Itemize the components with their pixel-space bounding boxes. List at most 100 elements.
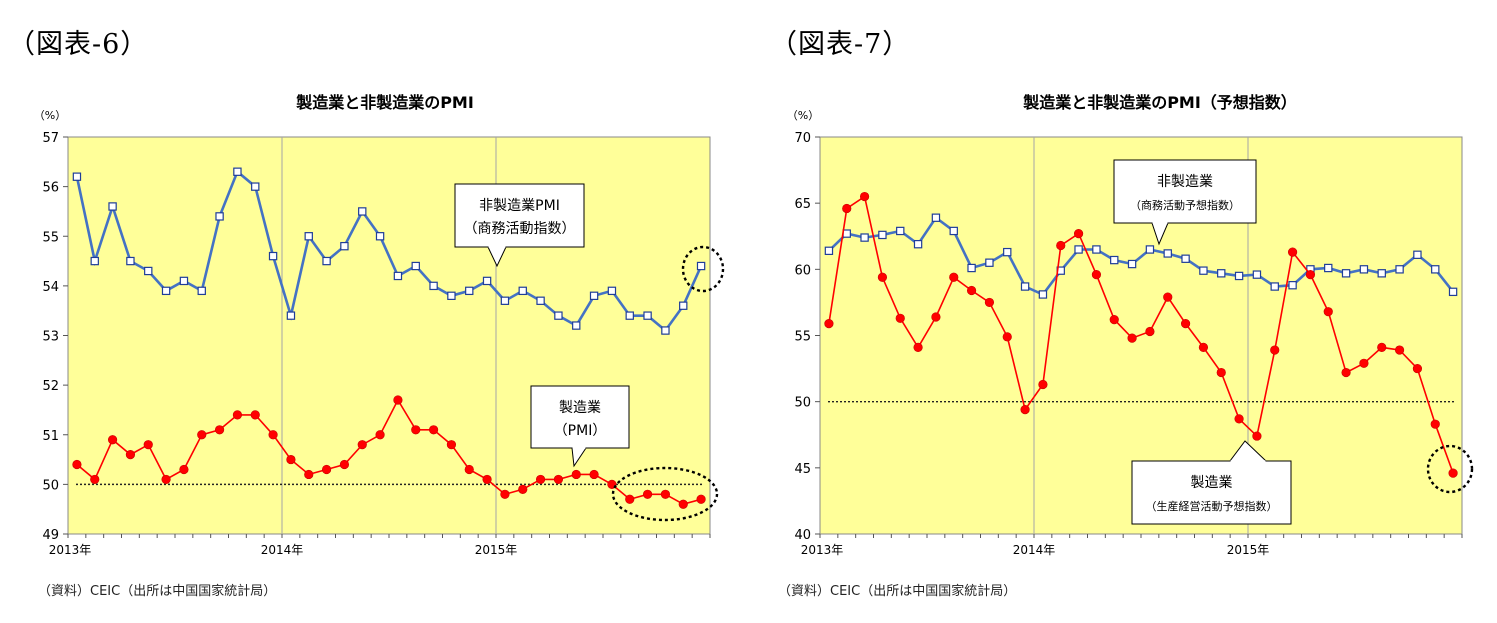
figure-7-label: （図表-7） xyxy=(770,29,911,60)
highlight-ellipse xyxy=(681,245,725,293)
data-point-manufacturing xyxy=(72,459,82,470)
callout-line: 非製造業 xyxy=(1157,174,1213,190)
data-point-nonmanufacturing xyxy=(1092,245,1101,254)
data-point-manufacturing xyxy=(1109,315,1119,325)
data-point-manufacturing xyxy=(375,430,385,440)
x-tick-label: 2013年 xyxy=(49,543,92,557)
data-point-manufacturing xyxy=(660,489,671,499)
data-point-manufacturing xyxy=(1180,318,1191,329)
data-point-manufacturing xyxy=(179,464,189,475)
data-point-nonmanufacturing xyxy=(1341,269,1351,278)
data-point-nonmanufacturing xyxy=(589,291,599,301)
data-point-manufacturing xyxy=(1412,363,1423,374)
series-callout: 非製造業PMI （商務活動指数） xyxy=(454,183,585,268)
figure-6-panel: （図表-6） 製造業と非製造業のPMI （%） 2013年 2014年 2015年 49 5… xyxy=(0,0,748,623)
data-point-nonmanufacturing xyxy=(1038,290,1048,299)
data-point-manufacturing xyxy=(339,459,350,470)
data-point-manufacturing xyxy=(859,191,870,202)
data-point-nonmanufacturing xyxy=(1003,247,1012,257)
y-tick-label: 65 xyxy=(794,197,811,212)
data-point-nonmanufacturing xyxy=(179,276,189,286)
y-tick-label: 54 xyxy=(42,280,59,295)
y-tick-label: 49 xyxy=(42,528,59,543)
data-point-manufacturing xyxy=(1091,270,1102,280)
data-point-manufacturing xyxy=(553,474,564,485)
data-point-manufacturing xyxy=(357,440,367,450)
data-point-manufacturing xyxy=(931,312,941,322)
data-point-manufacturing xyxy=(1073,229,1084,239)
data-point-nonmanufacturing xyxy=(1020,282,1030,291)
figure-6-label: （図表-6） xyxy=(8,29,149,60)
data-point-nonmanufacturing xyxy=(500,296,510,305)
data-point-nonmanufacturing xyxy=(411,261,420,271)
data-point-nonmanufacturing xyxy=(1199,266,1208,275)
data-point-manufacturing xyxy=(482,474,492,485)
data-point-nonmanufacturing xyxy=(197,286,206,296)
y-tick-label: 40 xyxy=(794,528,811,543)
data-point-nonmanufacturing xyxy=(860,233,869,242)
data-point-nonmanufacturing xyxy=(1324,263,1333,273)
data-point-manufacturing xyxy=(232,410,243,420)
data-point-nonmanufacturing xyxy=(358,207,367,216)
x-tick-label: 2014年 xyxy=(261,543,304,557)
callout-box xyxy=(530,385,630,449)
data-point-nonmanufacturing xyxy=(1163,249,1172,258)
data-point-nonmanufacturing xyxy=(554,311,563,320)
data-point-manufacturing xyxy=(625,494,635,504)
data-point-manufacturing xyxy=(268,430,278,440)
data-point-nonmanufacturing xyxy=(322,256,331,266)
data-point-nonmanufacturing xyxy=(1270,282,1279,291)
data-point-nonmanufacturing xyxy=(625,311,634,320)
data-point-nonmanufacturing xyxy=(375,232,385,241)
data-point-nonmanufacturing xyxy=(967,263,976,273)
y-tick-label: 55 xyxy=(42,230,59,245)
data-point-nonmanufacturing xyxy=(482,276,492,286)
data-point-manufacturing xyxy=(1359,358,1369,368)
data-point-nonmanufacturing xyxy=(1413,250,1422,259)
data-point-nonmanufacturing xyxy=(429,281,438,291)
data-point-nonmanufacturing xyxy=(233,167,242,176)
data-point-manufacturing xyxy=(1234,414,1244,424)
data-point-nonmanufacturing xyxy=(465,286,474,296)
data-point-manufacturing xyxy=(913,342,923,353)
data-point-nonmanufacturing xyxy=(286,311,296,320)
y-tick-label: 50 xyxy=(42,478,59,493)
y-axis-unit: （%） xyxy=(34,109,66,122)
data-point-manufacturing xyxy=(1145,326,1155,337)
data-point-manufacturing xyxy=(642,489,653,499)
data-point-nonmanufacturing xyxy=(1395,265,1404,274)
data-point-nonmanufacturing xyxy=(607,286,617,296)
data-point-manufacturing xyxy=(197,430,207,440)
data-point-nonmanufacturing xyxy=(1181,254,1190,263)
chart-title: 製造業と非製造業のPMI xyxy=(295,93,474,112)
data-point-nonmanufacturing xyxy=(696,261,706,271)
chart-manufacturing-vs-nonmanufacturing-pmi: 製造業と非製造業のPMI （%） 2013年 2014年 2015年 49 50 51 52 53… xyxy=(34,93,725,557)
figure-7-panel: （図表-7） 製造業と非製造業のPMI（予想指数） （%） 2013年 2014年 20… xyxy=(748,0,1496,623)
data-point-nonmanufacturing xyxy=(90,256,99,266)
y-tick-label: 50 xyxy=(794,396,811,411)
highlight-ellipse xyxy=(1426,444,1474,494)
data-point-nonmanufacturing xyxy=(1127,259,1137,269)
data-point-nonmanufacturing xyxy=(251,182,260,191)
chart-pmi-expectation-index: 製造業と非製造業のPMI（予想指数） （%） 2013年 2014年 2015年 40 45… xyxy=(787,93,1474,557)
y-axis-unit: （%） xyxy=(787,109,819,122)
data-point-manufacturing xyxy=(304,469,314,480)
data-point-nonmanufacturing xyxy=(661,326,670,335)
data-point-nonmanufacturing xyxy=(931,213,941,222)
data-point-nonmanufacturing xyxy=(161,286,171,296)
data-point-nonmanufacturing xyxy=(1217,269,1226,278)
data-point-nonmanufacturing xyxy=(878,230,887,240)
data-point-manufacturing xyxy=(1127,333,1137,343)
data-point-nonmanufacturing xyxy=(679,301,688,310)
x-tick-label: 2015年 xyxy=(475,543,518,557)
data-point-manufacturing xyxy=(1430,419,1440,429)
callout-line: （PMI） xyxy=(554,423,607,439)
data-point-nonmanufacturing xyxy=(572,321,581,330)
data-point-manufacturing xyxy=(589,469,599,480)
y-tick-label: 52 xyxy=(42,379,59,394)
data-point-manufacturing xyxy=(842,203,852,214)
data-point-manufacturing xyxy=(107,435,118,445)
callout-box xyxy=(1113,159,1257,224)
y-tick-label: 55 xyxy=(794,330,811,345)
data-point-manufacturing xyxy=(214,425,225,435)
